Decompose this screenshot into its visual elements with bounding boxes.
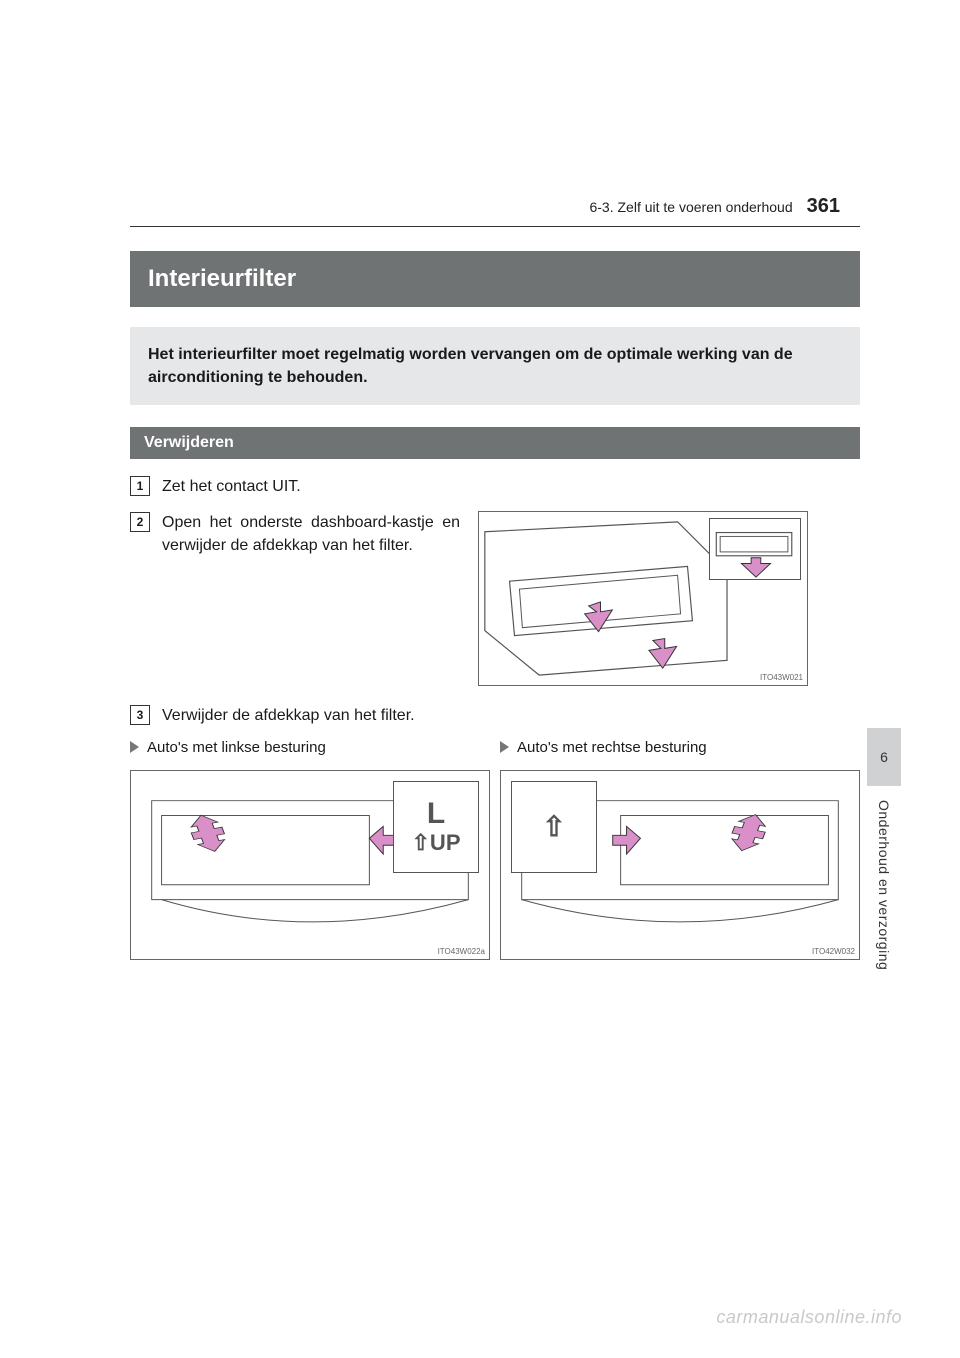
page-number: 361 [807,195,840,218]
figure-dashboard-inset [709,518,801,580]
step-2-row: 2 Open het onderste dashboard-kastje en … [130,511,860,686]
step-number-box: 2 [130,512,150,532]
figure-code: ITO43W021 [760,673,803,682]
figure-code: ITO42W032 [812,947,855,956]
chapter-label-vertical: Onderhoud en verzorging [876,800,892,970]
triangle-bullet-icon [130,741,139,753]
figure-left-inset: L⇧UP [393,781,479,873]
figure-dashboard: ITO43W021 [478,511,808,686]
figure-pair: L⇧UP ITO43W022a ⇧ ITO42W032 [130,770,860,960]
variant-label-text: Auto's met rechtse besturing [517,739,707,756]
chapter-number-tab: 6 [867,728,901,786]
figure-left-steering: L⇧UP ITO43W022a [130,770,490,960]
step-text: Zet het contact UIT. [162,475,301,498]
step-1: 1 Zet het contact UIT. [130,475,860,498]
variant-label-text: Auto's met linkse besturing [147,739,326,756]
page-header: 6-3. Zelf uit te voeren onderhoud 361 [130,195,860,218]
figure-right-inset: ⇧ [511,781,597,873]
intro-box: Het interieurfilter moet regelmatig word… [130,327,860,405]
step-3: 3 Verwijder de afdekkap van het filter. [130,704,860,727]
page-title: Interieurfilter [130,251,860,307]
triangle-bullet-icon [500,741,509,753]
variant-left-label: Auto's met linkse besturing [130,739,490,756]
filter-orientation-label: L⇧UP [412,800,461,854]
step-number-box: 3 [130,705,150,725]
filter-orientation-label: ⇧ [542,814,565,839]
section-path: 6-3. Zelf uit te voeren onderhoud [589,199,792,215]
chapter-side-tab: 6 Onderhoud en verzorging [864,728,904,970]
header-rule [130,226,860,227]
watermark-text: carmanualsonline.info [716,1307,902,1328]
figure-right-steering: ⇧ ITO42W032 [500,770,860,960]
figure-code: ITO43W022a [438,947,485,956]
variant-right-label: Auto's met rechtse besturing [500,739,860,756]
step-text: Open het onderste dashboard-kastje en ve… [162,511,460,557]
variant-labels: Auto's met linkse besturing Auto's met r… [130,739,860,766]
step-number-box: 1 [130,476,150,496]
step-text: Verwijder de afdekkap van het filter. [162,704,415,727]
subheader-verwijderen: Verwijderen [130,427,860,459]
manual-page: 6-3. Zelf uit te voeren onderhoud 361 In… [0,0,960,1358]
